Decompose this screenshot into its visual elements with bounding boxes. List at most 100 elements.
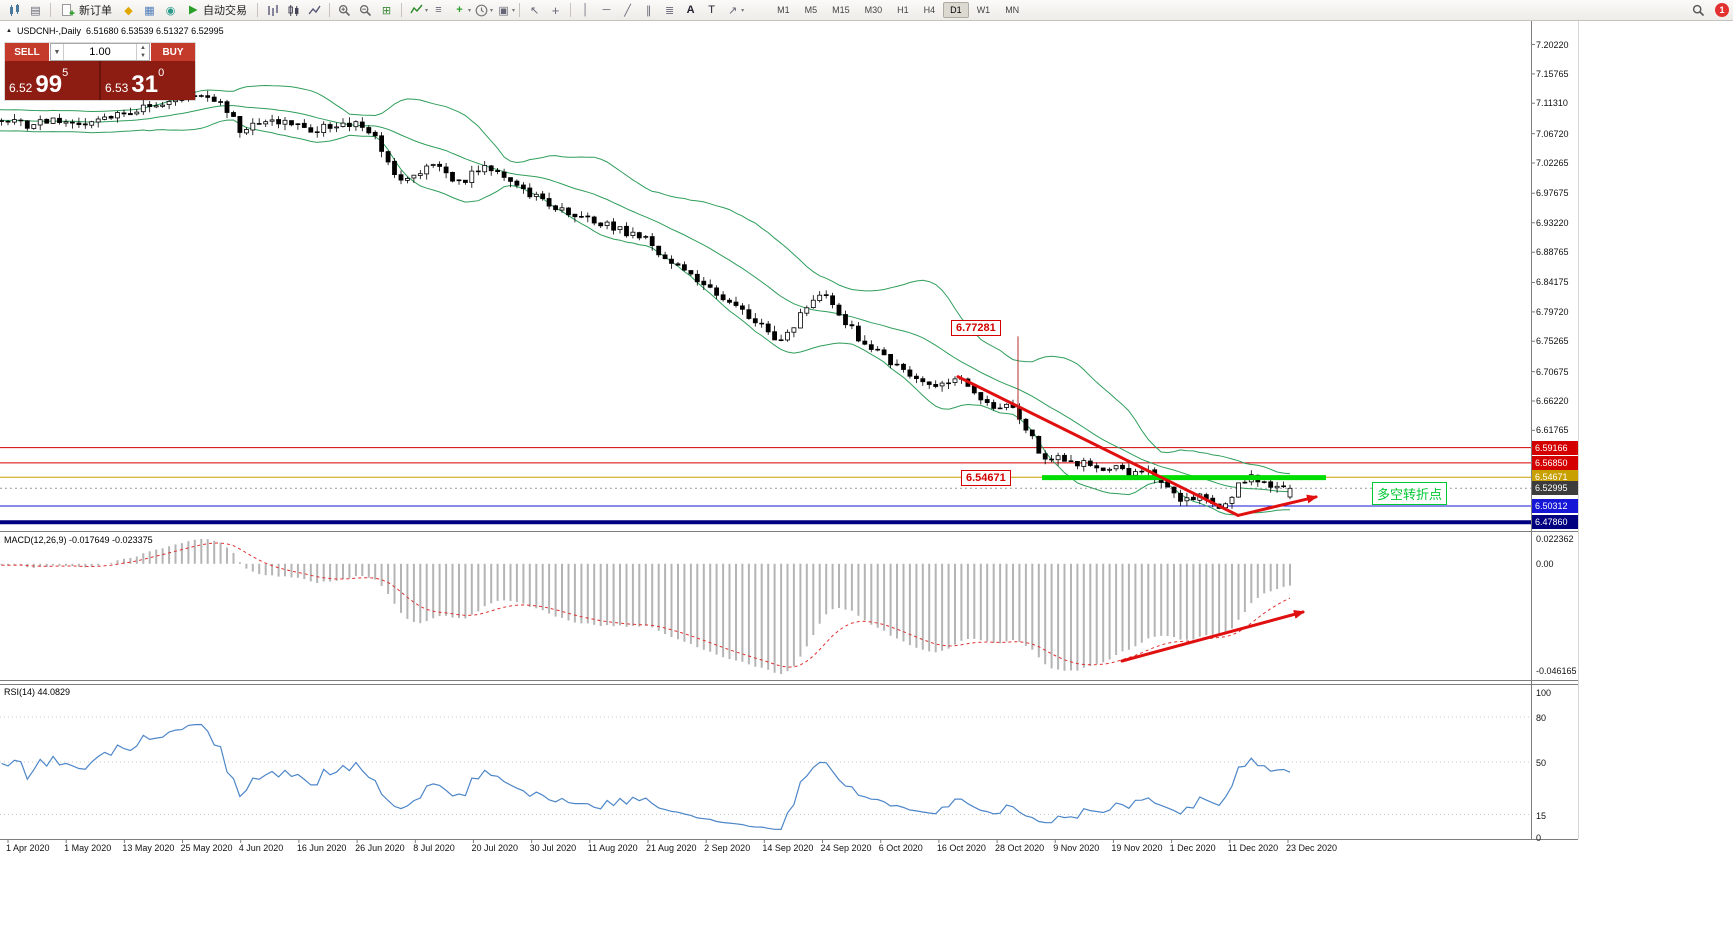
objects-list-icon[interactable]: ≡ — [435, 4, 442, 16]
zoom-in-glyph — [338, 4, 351, 16]
auto-trading-label: 自动交易 — [203, 5, 247, 17]
notification-badge[interactable]: 1 — [1715, 3, 1729, 17]
bar-chart-type-icon[interactable] — [262, 2, 283, 19]
candle-chart-type-icon[interactable] — [283, 2, 304, 19]
buy-price[interactable]: 6.53 31 0 — [101, 61, 195, 100]
new-chart-icon[interactable] — [4, 2, 25, 19]
line-glyph — [308, 5, 321, 14]
panel-separator[interactable] — [0, 680, 1578, 681]
timeframe-w1[interactable]: W1 — [970, 2, 998, 18]
toolbar-separator — [257, 3, 258, 17]
candles-glyph — [288, 4, 299, 16]
spinner-down-icon[interactable]: ▼ — [140, 53, 146, 59]
time-axis[interactable] — [0, 840, 1578, 858]
mini-candles-icon — [9, 3, 19, 16]
text-tool-icon[interactable]: A — [686, 4, 695, 16]
price-axis-border — [1531, 21, 1532, 839]
spinner-up-icon[interactable]: ▲ — [140, 45, 146, 51]
timeframe-m5[interactable]: M5 — [798, 2, 825, 18]
tile-windows-icon[interactable]: ⊞ — [381, 4, 392, 17]
price-axis[interactable] — [1532, 21, 1578, 839]
line-chart-type-icon[interactable] — [304, 2, 325, 19]
crosshair-icon[interactable]: + — [551, 2, 560, 18]
templates-icon[interactable]: ▣ — [498, 4, 509, 17]
rsi-label: RSI(14) 44.0829 — [4, 687, 71, 697]
sell-button[interactable]: SELL — [5, 43, 49, 61]
arrows-tool-icon[interactable]: ↗ — [727, 4, 738, 17]
volume-spinner[interactable]: ▲ ▼ — [136, 44, 149, 60]
indicators-icon[interactable] — [406, 2, 427, 19]
toolbar: ▤ 新订单 ◆ ▦ ◉ 自动交易 ⊞ — [0, 0, 1733, 21]
toolbar-separator — [570, 3, 572, 17]
timeframe-h1[interactable]: H1 — [890, 2, 916, 18]
refresh-icon[interactable]: ◉ — [165, 4, 176, 17]
bars-glyph — [268, 4, 278, 16]
indicators-caret-icon[interactable]: ▾ — [425, 7, 429, 14]
market-watch-icon[interactable]: ▦ — [144, 4, 155, 17]
search-icon[interactable] — [1688, 2, 1709, 19]
period-clock-icon[interactable] — [471, 2, 492, 19]
timeframe-mn[interactable]: MN — [998, 2, 1026, 18]
time-axis-line — [0, 839, 1578, 840]
vertical-line-tool-icon[interactable]: │ — [582, 4, 589, 16]
cursor-icon[interactable]: ↖ — [529, 4, 540, 17]
volume-dropdown-icon[interactable]: ▼ — [51, 44, 64, 60]
templates-caret-icon[interactable]: ▾ — [512, 7, 516, 14]
turning-point-annotation[interactable]: 多空转折点 — [1372, 482, 1448, 505]
timeframe-d1[interactable]: D1 — [943, 2, 969, 18]
trendline-tool-icon[interactable]: ╱ — [624, 4, 631, 17]
macd-scale-zero: 0.00 — [1536, 558, 1554, 569]
support-price-annotation[interactable]: 6.54671 — [961, 470, 1011, 486]
new-order-button[interactable]: 新订单 — [55, 2, 118, 19]
period-caret-icon[interactable]: ▾ — [490, 7, 494, 14]
buy-button[interactable]: BUY — [151, 43, 195, 61]
sell-price[interactable]: 6.52 99 5 — [5, 61, 99, 100]
clock-glyph — [475, 4, 488, 16]
indicator-glyph — [410, 4, 423, 14]
main-chart-panel[interactable] — [0, 21, 1578, 531]
trade-controls-row: SELL ▼ 1.00 ▲ ▼ BUY — [5, 43, 195, 61]
high-price-annotation[interactable]: 6.77281 — [951, 320, 1001, 336]
chart-symbol-info: ▲ USDCNH-,Daily 6.51680 6.53539 6.51327 … — [6, 26, 224, 36]
sell-price-point: 5 — [62, 67, 69, 79]
rsi-panel[interactable] — [0, 685, 1578, 839]
trade-prices-row: 6.52 99 5 6.53 31 0 — [5, 61, 195, 100]
toolbar-separator — [401, 3, 402, 17]
buy-price-pips: 31 — [131, 71, 159, 99]
symbol-name: USDCNH-,Daily — [16, 26, 81, 36]
volume-input[interactable]: 1.00 — [89, 46, 111, 58]
zoom-out-glyph — [359, 4, 372, 16]
toolbar-separator — [329, 3, 330, 17]
auto-trading-button[interactable]: 自动交易 — [181, 2, 253, 19]
macd-panel[interactable] — [0, 532, 1578, 680]
zoom-out-icon[interactable] — [355, 2, 376, 19]
timeframe-m30[interactable]: M30 — [858, 2, 890, 18]
horizontal-line-tool-icon[interactable]: ─ — [602, 4, 611, 16]
window-right-edge — [1578, 21, 1579, 839]
profiles-icon[interactable]: ▤ — [30, 4, 41, 17]
timeframe-m1[interactable]: M1 — [770, 2, 797, 18]
panel-separator[interactable] — [0, 684, 1578, 685]
macd-scale-max: 0.022362 — [1536, 534, 1574, 544]
symbol-collapse-icon[interactable]: ▲ — [6, 28, 12, 34]
arrows-caret-icon[interactable]: ▾ — [741, 7, 745, 14]
toolbar-separator — [519, 3, 521, 17]
fibonacci-tool-icon[interactable]: ≣ — [664, 4, 675, 17]
timeframe-h4[interactable]: H4 — [917, 2, 943, 18]
timeframe-m15[interactable]: M15 — [825, 2, 857, 18]
add-indicator-icon[interactable]: + — [456, 4, 463, 16]
panel-separator[interactable] — [0, 531, 1578, 532]
add-indicator-caret-icon[interactable]: ▾ — [468, 7, 472, 14]
sell-price-figure: 6.52 — [9, 80, 33, 95]
timeframe-group: M1 M5 M15 M30 H1 H4 D1 W1 MN — [770, 2, 1026, 18]
buy-price-point: 0 — [158, 67, 165, 79]
zoom-in-icon[interactable] — [334, 2, 355, 19]
alerts-icon[interactable]: ◆ — [124, 4, 133, 17]
buy-price-figure: 6.53 — [105, 80, 129, 95]
symbol-ohlc: 6.51680 6.53539 6.51327 6.52995 — [85, 26, 224, 36]
sell-price-pips: 99 — [35, 71, 63, 99]
one-click-trading-panel: SELL ▼ 1.00 ▲ ▼ BUY 6.52 99 5 6.53 31 0 — [5, 43, 195, 100]
macd-label: MACD(12,26,9) -0.017649 -0.023375 — [4, 535, 153, 545]
channel-tool-icon[interactable]: ∥ — [645, 4, 652, 17]
label-tool-icon[interactable]: T — [708, 4, 715, 16]
